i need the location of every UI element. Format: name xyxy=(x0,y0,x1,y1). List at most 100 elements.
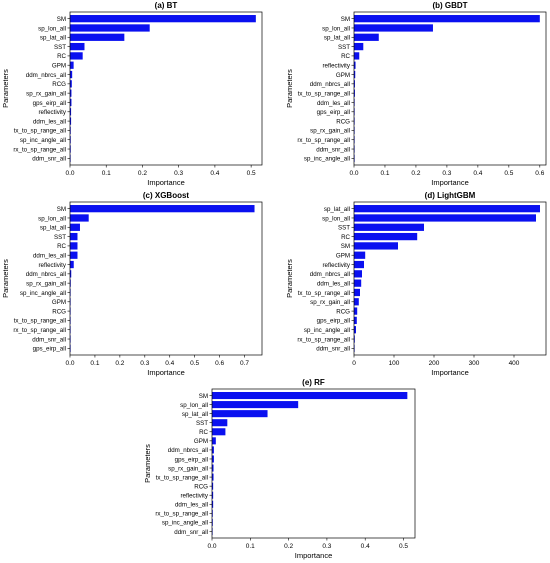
y-tick-label: gps_eirp_all xyxy=(33,100,66,107)
x-tick-label: 0.7 xyxy=(240,360,249,367)
bar xyxy=(70,108,72,116)
bar xyxy=(354,42,364,51)
y-tick-label: sp_rx_gain_all xyxy=(310,299,350,306)
y-tick-label: tx_to_sp_range_all xyxy=(14,128,66,135)
bar xyxy=(212,391,408,400)
bar xyxy=(70,260,74,269)
y-tick-label: rx_to_sp_range_all xyxy=(13,146,66,153)
x-tick-label: 0.1 xyxy=(246,543,255,550)
bar xyxy=(354,80,355,88)
bar xyxy=(212,500,214,508)
y-tick-label: sp_lon_all xyxy=(180,402,208,409)
plot-frame xyxy=(69,201,263,356)
x-tick-label: 0.4 xyxy=(210,170,219,177)
x-tick-label: 0 xyxy=(352,360,356,367)
x-tick-label: 0.0 xyxy=(349,170,358,177)
x-tick-label: 0.6 xyxy=(215,360,224,367)
bar xyxy=(354,270,362,278)
bar xyxy=(70,279,71,287)
y-tick-label: sp_lat_all xyxy=(40,225,66,232)
y-tick-label: SST xyxy=(338,44,350,51)
x-tick-label: 0.1 xyxy=(380,170,389,177)
x-tick-label: 0.5 xyxy=(247,170,256,177)
y-tick-label: SST xyxy=(338,225,350,232)
plot-frame xyxy=(353,11,547,166)
bar xyxy=(70,136,71,144)
bar xyxy=(70,24,150,32)
y-tick-label: sp_lon_all xyxy=(38,25,66,32)
bar xyxy=(212,482,214,490)
y-axis-label: Parameters xyxy=(285,69,294,108)
y-axis-label: Parameters xyxy=(1,259,10,298)
y-tick-label: tx_to_sp_range_all xyxy=(298,290,350,297)
bar xyxy=(212,455,214,463)
y-tick-label: SM xyxy=(57,16,66,23)
y-tick-label: tx_to_sp_range_all xyxy=(14,318,66,325)
y-tick-label: rx_to_sp_range_all xyxy=(297,137,350,144)
y-tick-label: RCG xyxy=(52,308,66,315)
bar xyxy=(70,70,73,79)
bar xyxy=(70,117,72,125)
bar xyxy=(354,298,359,306)
y-tick-label: SST xyxy=(54,234,66,241)
bar xyxy=(70,42,85,51)
bar xyxy=(70,232,78,241)
bar xyxy=(70,126,71,135)
y-tick-label: gps_eirp_all xyxy=(317,109,350,116)
plot-frame xyxy=(211,388,416,539)
bar xyxy=(70,15,256,23)
x-tick-label: 0.2 xyxy=(284,543,293,550)
y-tick-label: sp_inc_angle_all xyxy=(20,290,66,297)
x-tick-label: 0.3 xyxy=(442,170,451,177)
y-tick-label: RCG xyxy=(336,118,350,125)
x-tick-label: 0.4 xyxy=(361,543,370,550)
bar xyxy=(70,80,72,88)
bar xyxy=(70,214,89,222)
x-tick-label: 0.1 xyxy=(90,360,99,367)
bar xyxy=(354,288,360,297)
y-axis-label: Parameters xyxy=(143,444,152,483)
bar xyxy=(354,279,362,287)
bar xyxy=(354,214,536,222)
x-tick-label: 0.5 xyxy=(190,360,199,367)
bar xyxy=(354,251,366,259)
bar xyxy=(354,242,398,250)
y-tick-label: ddm_snr_all xyxy=(32,156,66,163)
bar xyxy=(354,326,356,334)
y-tick-label: ddm_snr_all xyxy=(316,346,350,353)
y-tick-label: ddm_les_all xyxy=(175,502,208,509)
x-axis-label: Importance xyxy=(431,178,469,187)
y-tick-label: ddm_nbrcs_all xyxy=(310,271,350,278)
y-tick-label: reflectivity xyxy=(38,262,66,269)
x-tick-label: 0.0 xyxy=(65,170,74,177)
bar xyxy=(212,464,214,472)
y-tick-label: sp_inc_angle_all xyxy=(304,156,350,163)
bar xyxy=(354,33,379,41)
y-tick-label: sp_lat_all xyxy=(324,206,350,213)
y-tick-label: GPM xyxy=(52,299,66,306)
x-tick-label: 0.5 xyxy=(504,170,513,177)
x-tick-label: 0.0 xyxy=(207,543,216,550)
y-tick-label: GPM xyxy=(336,72,350,79)
y-tick-label: SST xyxy=(196,420,208,427)
bar xyxy=(354,52,360,60)
bar xyxy=(354,15,540,23)
bar xyxy=(70,61,74,69)
bar xyxy=(212,446,214,454)
x-tick-label: 0.3 xyxy=(140,360,149,367)
y-tick-label: ddm_les_all xyxy=(317,280,350,287)
bar xyxy=(212,491,214,499)
y-tick-label: gps_eirp_all xyxy=(175,456,208,463)
bar xyxy=(212,518,213,526)
bar xyxy=(212,509,213,517)
y-tick-label: ddm_nbrcs_all xyxy=(26,271,66,278)
y-tick-label: ddm_nbrcs_all xyxy=(168,447,208,454)
x-axis-label: Importance xyxy=(147,178,185,187)
x-tick-label: 0.6 xyxy=(535,170,544,177)
y-tick-label: GPM xyxy=(336,253,350,260)
chart-title: (c) XGBoost xyxy=(143,191,190,200)
y-tick-label: RC xyxy=(341,53,350,60)
y-tick-label: GPM xyxy=(52,63,66,70)
y-tick-label: sp_lat_all xyxy=(182,411,208,418)
x-axis-label: Importance xyxy=(147,368,185,377)
